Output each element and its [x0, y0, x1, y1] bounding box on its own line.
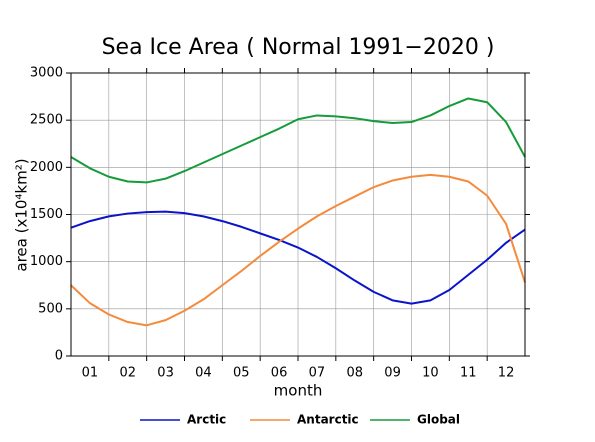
y-tick-label: 500 [38, 301, 63, 316]
y-tick-label: 0 [55, 349, 63, 364]
y-tick-label: 3000 [30, 66, 63, 81]
series-line [70, 173, 526, 327]
x-tick-label: 05 [233, 366, 250, 381]
y-tick-label: 1500 [30, 207, 63, 222]
x-tick-label: 02 [119, 366, 136, 381]
x-tick-label: 07 [309, 366, 326, 381]
x-tick-label: 09 [384, 366, 401, 381]
x-axis-label: month [274, 382, 323, 400]
y-tick-label: 1000 [30, 254, 63, 269]
y-tick-label: 2000 [30, 160, 63, 175]
x-tick-label: 06 [271, 366, 288, 381]
chart-title: Sea Ice Area ( Normal 1991−2020 ) [102, 35, 495, 60]
x-tick-label: 08 [346, 366, 363, 381]
x-tick-label: 11 [460, 366, 477, 381]
legend-label: Global [417, 413, 460, 427]
x-tick-label: 03 [157, 366, 174, 381]
series-line [70, 97, 526, 184]
y-tick-label: 2500 [30, 113, 63, 128]
x-tick-label: 01 [82, 366, 99, 381]
series-line [70, 210, 526, 305]
x-tick-label: 12 [498, 366, 515, 381]
legend-label: Antarctic [297, 413, 359, 427]
y-axis-label: area (x10⁴km²) [13, 158, 31, 271]
x-tick-label: 10 [422, 366, 439, 381]
plot-frame [70, 72, 526, 357]
legend-label: Arctic [187, 413, 226, 427]
x-tick-label: 04 [195, 366, 212, 381]
